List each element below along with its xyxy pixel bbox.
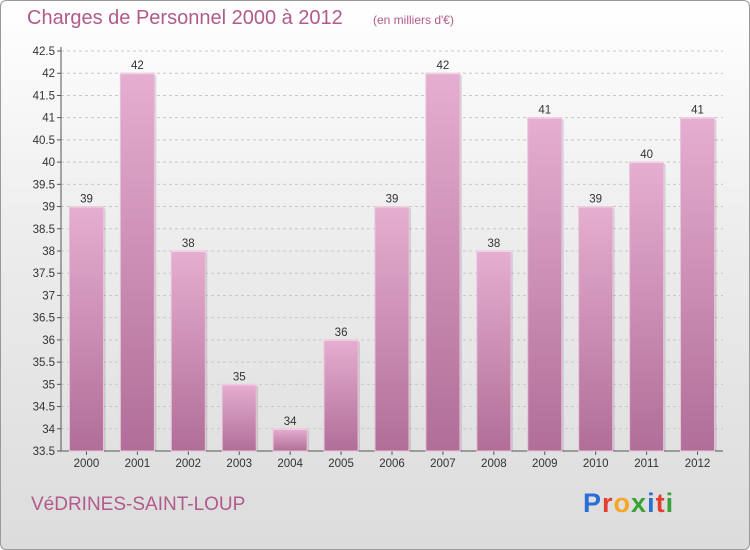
bar-2004	[272, 428, 308, 452]
x-tick-label: 2008	[481, 458, 507, 470]
y-tick-label: 33.5	[33, 446, 55, 458]
value-label: 41	[538, 105, 551, 117]
y-tick-label: 38	[42, 246, 55, 258]
y-tick-label: 34.5	[33, 402, 55, 414]
logo-letter: i	[665, 488, 675, 518]
y-tick-label: 39	[42, 202, 55, 214]
value-label: 35	[233, 371, 246, 383]
y-tick-label: 42	[42, 68, 55, 80]
logo-letter: i	[647, 488, 656, 518]
value-label: 40	[640, 149, 653, 161]
proxiti-logo: Proxiti	[583, 488, 674, 519]
bar-2009	[527, 117, 563, 452]
bar-2000	[68, 206, 104, 452]
y-tick-label: 36.5	[33, 313, 55, 325]
bar-2012	[680, 117, 716, 452]
y-tick-label: 35.5	[33, 357, 55, 369]
value-label: 36	[335, 327, 348, 339]
bar-2007	[425, 72, 461, 452]
bar-2010	[578, 206, 614, 452]
value-label: 39	[589, 194, 602, 206]
chart-subtitle: (en milliers d'€)	[373, 13, 454, 27]
x-tick-label: 2005	[328, 458, 354, 470]
x-tick-label: 2002	[176, 458, 202, 470]
bars	[68, 72, 717, 452]
labels: 33.5 34 34.5 35 35.5 36 36.5 37 37.5 38 38.5 39 39.5…	[33, 46, 711, 470]
y-tick-label: 42.5	[33, 46, 55, 58]
bar-2005	[323, 339, 359, 452]
commune-name: VéDRINES-SAINT-LOUP	[31, 494, 246, 515]
value-label: 38	[487, 238, 500, 250]
y-tick-label: 40	[42, 157, 55, 169]
x-tick-label: 2006	[379, 458, 405, 470]
bar-2001	[119, 72, 155, 452]
bar-2008	[476, 250, 512, 452]
bar-2011	[629, 161, 665, 452]
value-label: 39	[386, 194, 399, 206]
bar-2006	[374, 206, 410, 452]
x-tick-label: 2007	[430, 458, 456, 470]
y-tick-label: 36	[42, 335, 55, 347]
value-label: 38	[182, 238, 195, 250]
value-label: 41	[691, 105, 704, 117]
logo-letter: o	[613, 488, 632, 518]
y-tick-label: 41	[42, 113, 55, 125]
bar-2002	[170, 250, 206, 452]
y-tick-label: 37	[42, 290, 55, 302]
y-tick-label: 34	[42, 424, 55, 436]
y-tick-label: 37.5	[33, 268, 55, 280]
value-label: 42	[437, 60, 450, 72]
chart-title: Charges de Personnel 2000 à 2012	[27, 7, 343, 29]
x-tick-label: 2000	[74, 458, 100, 470]
x-tick-label: 2010	[583, 458, 609, 470]
logo-letter: t	[655, 488, 666, 518]
x-tick-label: 2003	[226, 458, 252, 470]
value-label: 39	[80, 194, 93, 206]
y-tick-label: 35	[42, 379, 55, 391]
y-tick-label: 41.5	[33, 90, 55, 102]
value-label: 34	[284, 416, 297, 428]
x-tick-label: 2009	[532, 458, 558, 470]
logo-letter: P	[583, 488, 603, 518]
logo-letter: x	[631, 488, 648, 518]
x-tick-label: 2001	[125, 458, 151, 470]
bar-2003	[221, 383, 257, 452]
y-tick-label: 39.5	[33, 179, 55, 191]
logo-letter: r	[602, 488, 614, 518]
y-tick-label: 38.5	[33, 224, 55, 236]
y-tick-label: 40.5	[33, 135, 55, 147]
x-tick-label: 2004	[277, 458, 303, 470]
value-label: 42	[131, 60, 144, 72]
x-tick-label: 2011	[634, 458, 659, 470]
x-tick-label: 2012	[685, 458, 711, 470]
